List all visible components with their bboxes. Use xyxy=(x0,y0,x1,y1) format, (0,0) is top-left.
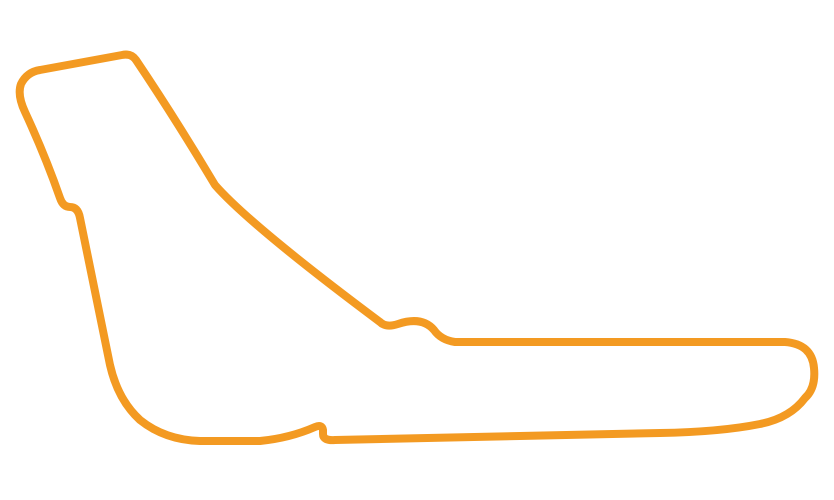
track-outline xyxy=(15,50,819,445)
